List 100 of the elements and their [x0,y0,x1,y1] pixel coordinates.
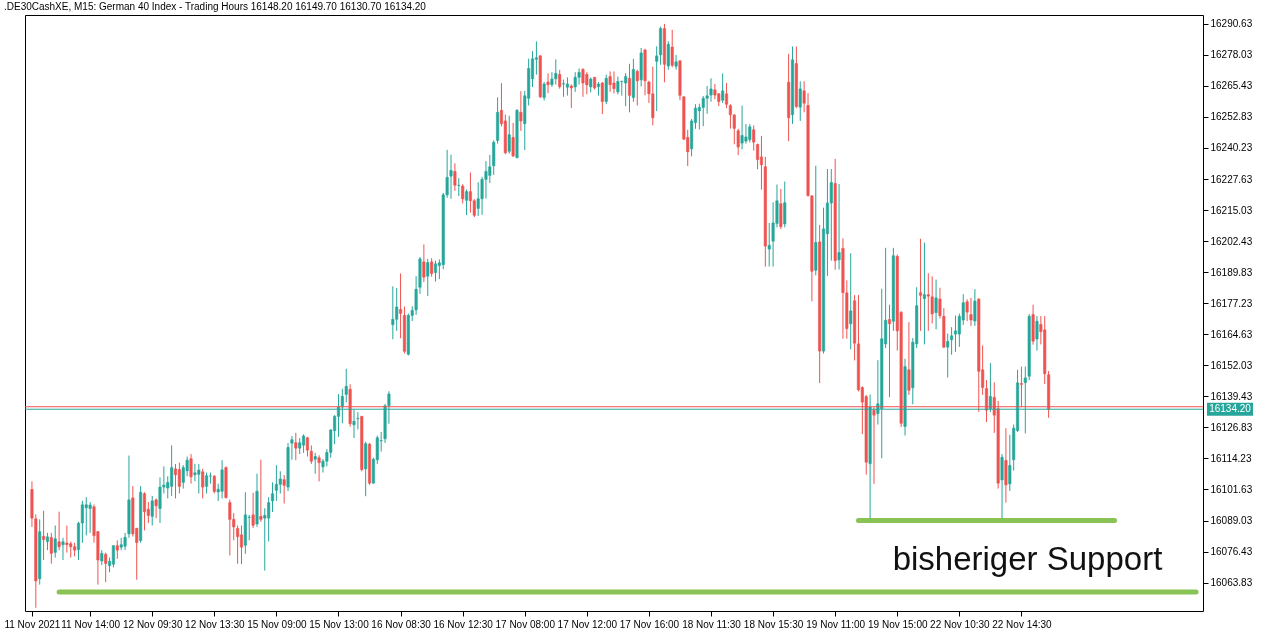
x-tick-label: 22 Nov 10:30 [930,618,991,630]
candlestick [713,83,717,100]
candlestick [422,243,426,283]
y-tick-label: 16202.43 [1210,235,1253,247]
y-tick-label: 16063.83 [1210,577,1253,589]
candlestick [744,123,748,145]
candlestick [666,40,670,71]
annotation: bisheriger Support [892,540,1163,578]
candlestick [604,74,608,105]
candlestick [581,67,585,98]
candlestick [934,279,938,330]
y-tick-label: 16215.03 [1210,204,1253,216]
candlestick [725,82,729,109]
y-tick-label: 16278.03 [1210,49,1253,61]
y-tick-label: 16164.63 [1210,328,1253,340]
candlestick [391,285,395,340]
candlestick [919,238,923,332]
candlestick [282,474,286,505]
candlestick [251,492,255,529]
x-tick-label: 19 Nov 11:00 [806,618,866,630]
x-tick-label: 18 Nov 11:30 [682,618,742,630]
candlestick [752,124,756,152]
y-tick-label: 16227.63 [1210,173,1253,185]
candlestick [756,143,760,170]
candlestick [779,188,783,230]
candlestick [628,63,632,113]
candlestick [907,321,911,396]
candlestick [608,70,612,93]
candlestick [461,183,465,204]
candlestick [212,474,216,494]
y-tick-label: 16290.63 [1210,18,1253,30]
y-tick-label: 16089.03 [1210,515,1253,526]
candlestick [728,103,732,130]
candlestick [736,128,740,156]
x-tick-label: 16 Nov 12:30 [433,618,494,630]
candlestick [953,315,957,353]
candlestick [302,433,306,454]
candlestick [430,257,434,278]
candlestick [783,181,787,228]
candlestick [926,272,930,332]
candlestick [53,525,57,559]
candlestick [558,69,562,90]
candlestick [453,162,457,192]
candlestick [740,105,744,150]
candlestick [511,122,515,158]
x-tick-label: 12 Nov 13:30 [185,618,245,630]
x-tick-label: 11 Nov 2021 [4,618,61,630]
candlestick [507,115,511,155]
candlestick [624,72,628,107]
y-tick-label: 16076.43 [1210,546,1253,558]
y-tick-label: 16139.43 [1210,390,1253,402]
candlestick [228,499,232,557]
x-tick-label: 12 Nov 09:30 [122,618,183,630]
candlestick [294,432,298,461]
candlestick [542,81,546,101]
x-tick-label: 22 Nov 14:30 [992,618,1053,630]
candlestick [84,496,88,536]
candlestick [313,452,317,475]
candlestick [150,495,154,527]
candlestick [65,525,69,554]
x-tick-label: 16 Nov 08:30 [371,618,432,630]
y-tick-label: 16252.83 [1210,111,1253,123]
candlestick [476,181,480,217]
candlestick [399,272,403,339]
candlestick [519,90,523,132]
x-tick-label: 17 Nov 12:00 [557,618,618,630]
candlestick [950,326,954,356]
candlestick [798,80,802,122]
candlestick [189,453,193,485]
candlestick [170,444,174,497]
candlestick [193,463,197,482]
x-tick-label: 19 Nov 15:00 [868,618,928,630]
candlestick [468,171,472,214]
x-tick-label: 11 Nov 14:00 [61,618,121,630]
candlestick [620,80,624,97]
candlestick [457,177,461,197]
candlestick [465,188,469,216]
candlestick [271,481,275,513]
candlestick [449,154,453,200]
candlestick [721,72,725,104]
candlestick [888,304,892,398]
candlestick [154,497,158,519]
candlestick [922,242,926,345]
candlestick [201,468,205,499]
y-tick-label: 16126.83 [1210,421,1253,433]
x-tick-label: 17 Nov 16:00 [619,618,680,630]
candlestick [434,260,437,283]
candlestick [177,462,181,494]
candlestick [674,54,678,71]
y-tick-label: 16240.23 [1210,142,1253,154]
candlestick [111,544,115,568]
candlestick [554,58,558,85]
candlestick [635,69,639,106]
candlestick [585,71,589,95]
candlestick [61,537,65,561]
x-tick-label: 18 Nov 15:30 [743,618,804,630]
candlestick [670,29,674,68]
candlestick [534,40,538,76]
candlestick [612,70,616,95]
candlestick [181,464,185,490]
